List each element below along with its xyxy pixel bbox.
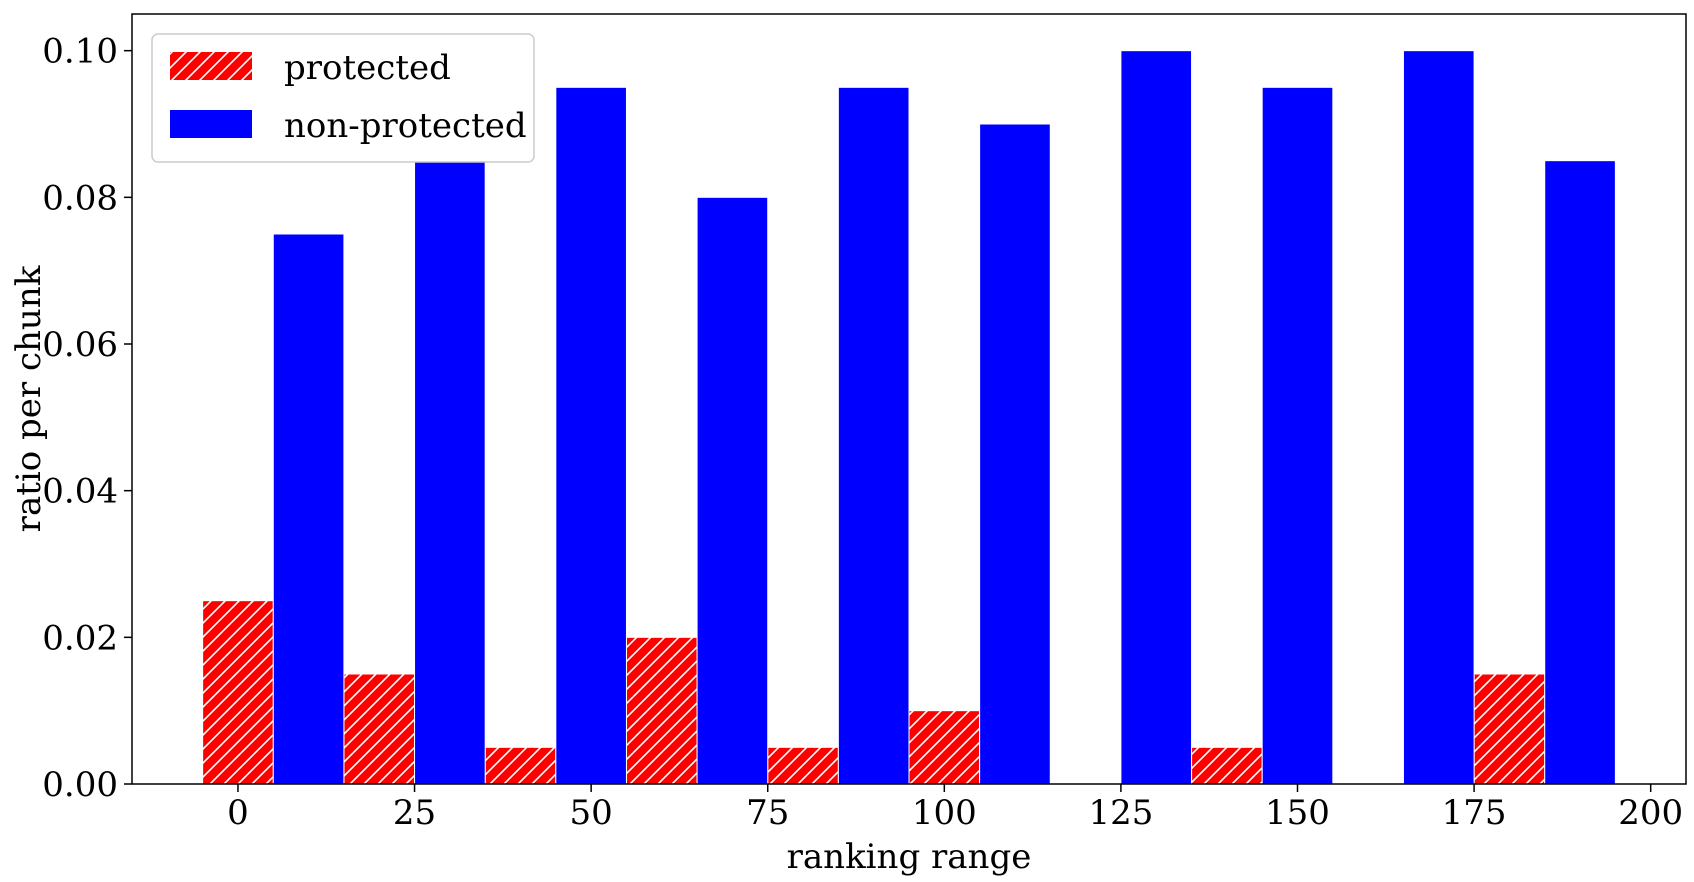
bars-group xyxy=(202,50,1616,785)
x-tick-label: 150 xyxy=(1265,793,1330,833)
x-tick-label: 100 xyxy=(912,793,977,833)
legend-swatch-non-protected xyxy=(170,110,252,138)
bar-protected-4 xyxy=(767,746,839,785)
bar-non-protected-7 xyxy=(1261,86,1334,785)
bar-protected-2 xyxy=(484,746,557,785)
y-axis-ticks: 0.00 0.02 0.04 0.06 0.08 0.10 xyxy=(42,32,132,805)
y-axis-label: ratio per chunk xyxy=(9,265,49,532)
bar-non-protected-3 xyxy=(696,196,769,785)
bar-protected-0 xyxy=(202,600,274,785)
bar-non-protected-8 xyxy=(1402,50,1475,785)
x-tick-label: 25 xyxy=(393,793,436,833)
bar-non-protected-6 xyxy=(1120,50,1193,785)
bar-non-protected-0 xyxy=(272,233,345,785)
legend: protected non-protected xyxy=(151,33,535,163)
plot-frame xyxy=(131,13,1687,785)
x-tick-label: 125 xyxy=(1088,793,1153,833)
x-tick-label: 75 xyxy=(746,793,789,833)
y-tick-label: 0.00 xyxy=(42,765,118,805)
bar-non-protected-5 xyxy=(979,123,1051,785)
y-tick-label: 0.06 xyxy=(42,325,118,365)
bar-protected-5 xyxy=(908,710,981,785)
bar-protected-9 xyxy=(1473,673,1546,785)
x-tick-label: 50 xyxy=(570,793,613,833)
legend-label-protected: protected xyxy=(284,48,451,88)
x-tick-label: 200 xyxy=(1618,793,1683,833)
y-tick-label: 0.10 xyxy=(42,32,118,72)
bar-protected-7 xyxy=(1191,746,1263,785)
bar-non-protected-4 xyxy=(837,86,910,785)
legend-label-non-protected: non-protected xyxy=(284,106,527,146)
legend-swatch-protected xyxy=(170,52,252,80)
bar-non-protected-9 xyxy=(1544,160,1616,785)
y-tick-label: 0.04 xyxy=(42,472,118,512)
x-tick-label: 175 xyxy=(1442,793,1507,833)
x-axis-ticks: 0 25 50 75 100 125 150 175 200 xyxy=(227,784,1683,833)
bar-protected-3 xyxy=(625,636,698,785)
y-tick-label: 0.08 xyxy=(42,178,118,218)
bar-non-protected-2 xyxy=(555,86,627,785)
x-axis-label: ranking range xyxy=(787,837,1032,877)
bar-non-protected-1 xyxy=(414,160,486,785)
bar-protected-1 xyxy=(343,673,416,785)
y-tick-label: 0.02 xyxy=(42,618,118,658)
x-tick-label: 0 xyxy=(227,793,249,833)
